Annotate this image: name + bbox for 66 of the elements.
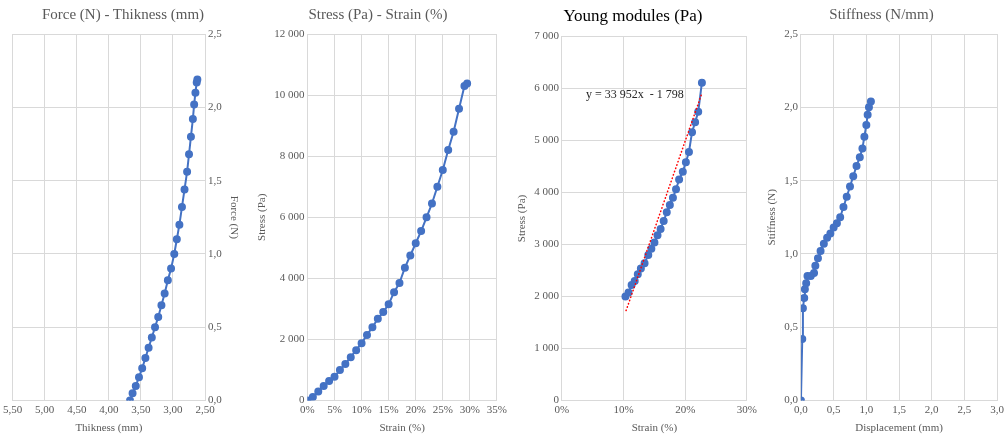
x-tick-label: 20% — [675, 403, 696, 416]
x-tick-label: 0,0 — [794, 403, 809, 416]
y-tick-label: 2,5 — [784, 26, 799, 39]
y-tick-label: 4 000 — [279, 271, 305, 284]
y-axis-title: Stiffness (N) — [765, 188, 779, 246]
x-tick-label: 10% — [613, 403, 634, 416]
y-tick-label: 2 000 — [534, 289, 560, 302]
x-tick-label: 10% — [351, 403, 372, 416]
y-tick-label: 1,0 — [208, 246, 223, 259]
x-tick-label: 0,5 — [826, 403, 842, 416]
y-axis-title: Stress (Pa) — [255, 193, 269, 241]
x-tick-label: 20% — [405, 403, 426, 416]
x-tick-label: 0% — [554, 403, 570, 416]
chart-title: Young modules (Pa) — [563, 5, 703, 25]
y-tick-label: 0 — [298, 393, 305, 406]
x-tick-label: 15% — [378, 403, 399, 416]
x-tick-label: 2,0 — [924, 403, 940, 416]
y-tick-label: 1,5 — [784, 173, 799, 186]
y-tick-label: 5 000 — [534, 133, 560, 146]
y-tick-label: 0,5 — [208, 320, 223, 333]
x-tick-label: 2,50 — [195, 403, 216, 416]
x-tick-label: 1,5 — [892, 403, 907, 416]
x-tick-label: 0% — [300, 403, 315, 416]
chart-title: Stress (Pa) - Strain (%) — [308, 5, 448, 23]
y-tick-label: 0,0 — [784, 393, 799, 406]
x-tick-label: 5% — [327, 403, 342, 416]
x-axis-title: Thikness (mm) — [75, 421, 143, 435]
x-axis-title: Strain (%) — [379, 421, 426, 435]
x-tick-label: 4,00 — [99, 403, 119, 416]
y-tick-label: 8 000 — [279, 149, 305, 162]
y-tick-label: 0,5 — [784, 320, 799, 333]
x-tick-label: 3,0 — [990, 403, 1005, 416]
x-tick-label: 3,50 — [131, 403, 152, 416]
x-tick-label: 25% — [432, 403, 453, 416]
y-tick-label: 6 000 — [534, 81, 560, 94]
y-tick-label: 2,0 — [208, 100, 223, 113]
y-tick-label: 0,0 — [208, 393, 223, 406]
y-tick-label: 3 000 — [534, 237, 560, 250]
chart-title: Stiffness (N/mm) — [829, 5, 934, 23]
y-tick-label: 10 000 — [274, 87, 305, 100]
y-tick-label: 2 000 — [279, 332, 305, 345]
y-tick-label: 6 000 — [279, 210, 305, 223]
x-axis-title: Strain (%) — [631, 421, 678, 435]
x-tick-label: 3,00 — [163, 403, 184, 416]
annotation: y = 33 952x - 1 798 — [586, 86, 684, 101]
x-tick-label: 5,50 — [3, 403, 23, 416]
y-tick-label: 4 000 — [534, 185, 560, 198]
y-tick-label: 0 — [553, 393, 560, 406]
y-axis-title: Stress (Pa) — [515, 194, 529, 243]
y-tick-label: 7 000 — [534, 29, 560, 42]
y-tick-label: 1,5 — [208, 173, 223, 186]
x-tick-label: 35% — [486, 403, 507, 416]
y-tick-label: 1,0 — [784, 246, 799, 259]
x-tick-label: 4,50 — [67, 403, 87, 416]
x-tick-label: 5,00 — [35, 403, 55, 416]
y-tick-label: 2,5 — [208, 26, 223, 39]
y-tick-label: 12 000 — [274, 26, 305, 39]
chart-title: Force (N) - Thikness (mm) — [41, 5, 205, 23]
x-tick-label: 1,0 — [859, 403, 874, 416]
y-axis-title: Force (N) — [227, 195, 241, 240]
y-tick-label: 2,0 — [784, 100, 799, 113]
y-tick-label: 1 000 — [534, 341, 560, 354]
x-axis-title: Displacement (mm) — [855, 421, 944, 435]
x-tick-label: 30% — [459, 403, 480, 416]
x-tick-label: 2,5 — [957, 403, 972, 416]
x-tick-label: 30% — [736, 403, 757, 416]
